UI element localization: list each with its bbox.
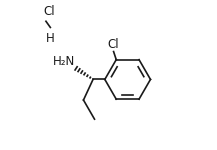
Text: H: H: [46, 32, 55, 45]
Text: Cl: Cl: [108, 38, 119, 51]
Text: H₂N: H₂N: [53, 55, 75, 68]
Text: Cl: Cl: [43, 5, 55, 18]
